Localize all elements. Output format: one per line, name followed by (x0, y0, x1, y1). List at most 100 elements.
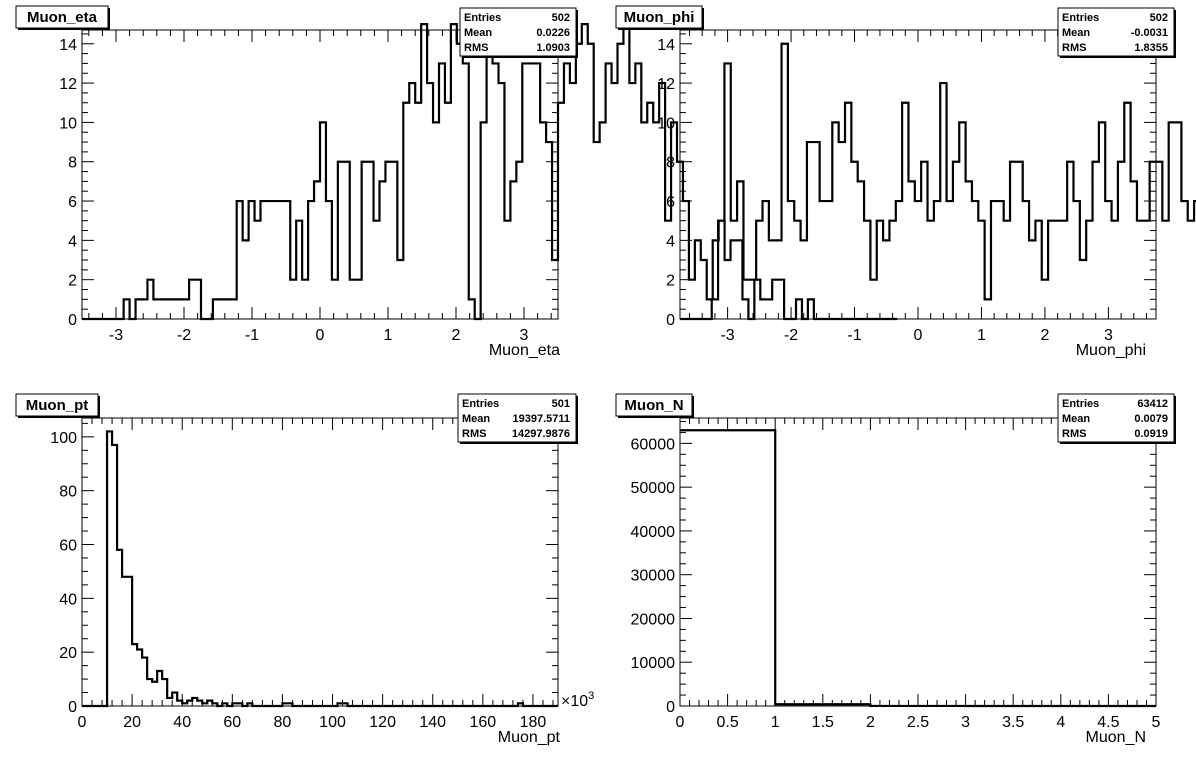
x-tick-label: 2 (1040, 327, 1049, 344)
x-tick-label: 80 (274, 714, 292, 731)
histogram-title: Muon_phi (624, 9, 695, 26)
title-box (615, 5, 703, 29)
stats-mean-label: Mean (1062, 413, 1090, 425)
stats-rms-label: RMS (464, 42, 488, 54)
x-axis-title: Muon_pt (498, 729, 561, 746)
x-tick-label: 120 (369, 714, 396, 731)
x-tick-label: 0 (914, 327, 923, 344)
y-tick-label: 12 (657, 76, 675, 93)
stats-rms-label: RMS (1062, 428, 1086, 440)
y-tick-label: 6 (68, 194, 77, 211)
x-tick-label: 40 (173, 714, 191, 731)
histogram-line (680, 42, 1196, 321)
x-tick-label: -1 (847, 327, 861, 344)
stats-mean-label: Mean (1062, 27, 1090, 39)
y-tick-label: 20 (59, 645, 77, 662)
x-tick-label: 1 (771, 714, 780, 731)
x-tick-label: 0.5 (716, 714, 738, 731)
x-tick-label: 2 (866, 714, 875, 731)
stats-rms-value: 1.8355 (1134, 42, 1168, 54)
histogram-title: Muon_pt (26, 397, 88, 414)
stats-mean-value: 0.0226 (536, 27, 570, 39)
x-tick-label: -3 (720, 327, 734, 344)
x-tick-label: 140 (419, 714, 446, 731)
histogram-line (82, 430, 558, 708)
x-tick-label: 60 (223, 714, 241, 731)
title-box (15, 5, 109, 29)
x-tick-label: 1 (384, 327, 393, 344)
y-tick-label: 40 (59, 591, 77, 608)
stats-rms-value: 1.0903 (536, 42, 570, 54)
stats-entries-label: Entries (1062, 12, 1099, 24)
y-tick-label: 0 (666, 312, 675, 329)
y-tick-label: 100 (50, 430, 77, 447)
x-tick-label: 4.5 (1097, 714, 1119, 731)
x-tick-label: -2 (177, 327, 191, 344)
stats-mean-value: 19397.5711 (512, 413, 570, 425)
y-tick-label: 10 (657, 115, 675, 132)
y-tick-label: 60 (59, 538, 77, 555)
stats-entries-value: 501 (552, 398, 570, 410)
x-tick-label: 180 (520, 714, 547, 731)
title-box (15, 393, 99, 417)
y-tick-label: 30000 (631, 568, 676, 585)
y-tick-label: 14 (59, 37, 77, 54)
y-tick-label: 0 (68, 312, 77, 329)
x-tick-label: 0 (316, 327, 325, 344)
y-tick-label: 8 (68, 155, 77, 172)
x-axis-title: Muon_eta (489, 342, 560, 359)
y-tick-label: 8 (666, 155, 675, 172)
stats-entries-value: 502 (552, 12, 570, 24)
histogram-title: Muon_N (624, 397, 683, 414)
y-tick-label: 2 (68, 273, 77, 290)
y-tick-label: 60000 (631, 436, 676, 453)
x-tick-label: 3.5 (1002, 714, 1024, 731)
y-tick-label: 4 (68, 233, 77, 250)
stats-entries-label: Entries (1062, 398, 1099, 410)
x-tick-label: -2 (784, 327, 798, 344)
y-tick-label: 0 (68, 699, 77, 716)
stats-mean-label: Mean (464, 27, 492, 39)
y-tick-label: 10000 (631, 655, 676, 672)
x-tick-label: 3 (961, 714, 970, 731)
stats-box (1057, 393, 1175, 443)
x-tick-label: 100 (319, 714, 346, 731)
x-tick-label: 20 (123, 714, 141, 731)
stats-entries-label: Entries (464, 12, 501, 24)
stats-mean-label: Mean (462, 413, 490, 425)
x-axis-title: Muon_N (1086, 729, 1146, 746)
x-tick-label: 1.5 (812, 714, 834, 731)
y-tick-label: 50000 (631, 480, 676, 497)
y-tick-label: 6 (666, 194, 675, 211)
stats-box (1057, 7, 1175, 57)
x-tick-label: 3 (520, 327, 529, 344)
histogram-panel-muon-n: 0 10000 20000 30000 40000 50000 60000 0 0.5 1 1.5 2… (615, 393, 1176, 746)
y-tick-label: 20000 (631, 611, 676, 628)
title-box (615, 393, 693, 417)
stats-rms-value: 14297.9876 (512, 428, 570, 440)
histogram-panel-muon-pt: 0 20 40 60 80 100 0 20 40 60 80 100 120 140 160 180 ×103… (15, 393, 594, 746)
x-tick-label: 0 (78, 714, 87, 731)
stats-rms-label: RMS (1062, 42, 1086, 54)
histogram-title: Muon_eta (27, 9, 98, 26)
x-tick-label: 3 (1104, 327, 1113, 344)
x-tick-label: 160 (469, 714, 496, 731)
y-tick-label: 40000 (631, 524, 676, 541)
x-tick-label: 1 (977, 327, 986, 344)
stats-mean-value: 0.0079 (1134, 413, 1168, 425)
stats-entries-label: Entries (462, 398, 499, 410)
x-tick-label: 2.5 (907, 714, 929, 731)
y-tick-label: 10 (59, 115, 77, 132)
x-axis-title: Muon_phi (1076, 342, 1146, 359)
x-tick-label: 4 (1056, 714, 1065, 731)
x-tick-label: 2 (452, 327, 461, 344)
stats-entries-value: 63412 (1137, 398, 1168, 410)
stats-box (459, 7, 577, 57)
y-tick-label: 80 (59, 484, 77, 501)
x-tick-label: 0 (676, 714, 685, 731)
x-tick-label: 5 (1152, 714, 1161, 731)
histogram-line (82, 23, 898, 321)
y-tick-label: 14 (657, 37, 675, 54)
